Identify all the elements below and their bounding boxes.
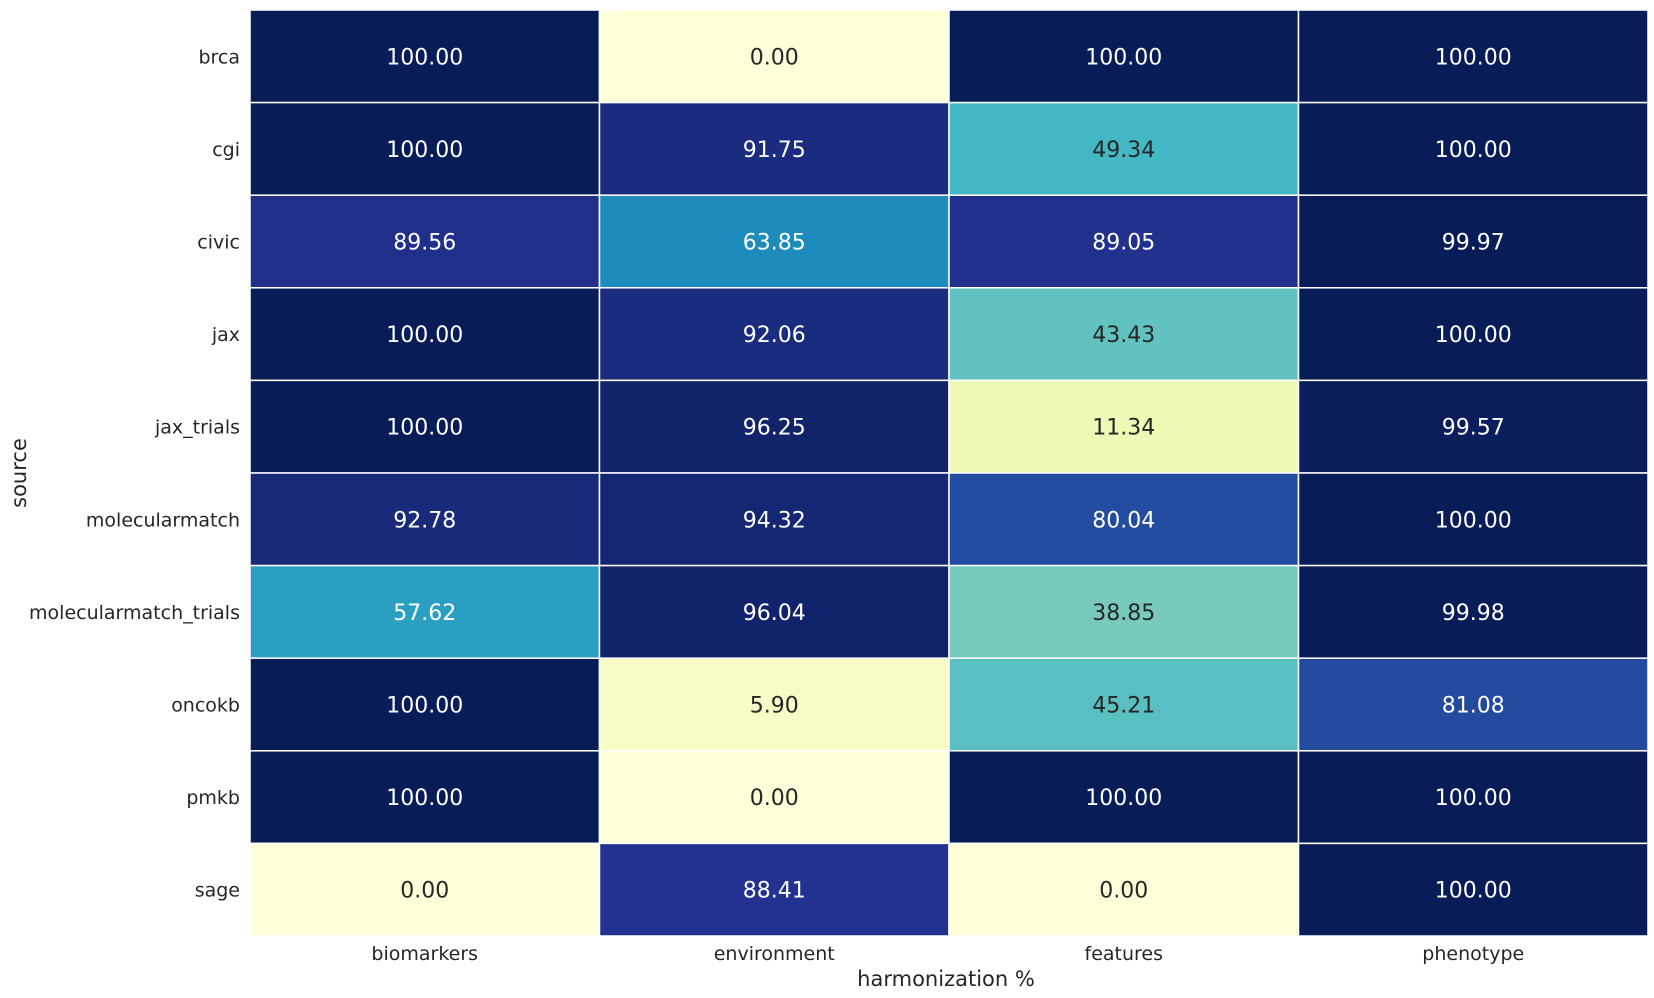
heatmap-cell-jax_trials-environment: [598, 379, 950, 474]
heatmap-cell-labels: 100.00 0.00 100.00 100.00 100.00 91.75 49.34 10…: [386, 45, 1511, 903]
cell-value-civic-phenotype: 99.97: [1442, 231, 1505, 256]
cell-value-sage-biomarkers: 0.00: [400, 879, 449, 904]
y-tick-jax_trials: jax_trials: [154, 417, 240, 439]
heatmap-cell-brca-environment: [598, 9, 950, 104]
y-tick-labels: brca cgi civic jax jax_trials molecularmatch m…: [29, 46, 240, 901]
y-tick-civic: civic: [197, 232, 240, 254]
cell-value-pmkb-phenotype: 100.00: [1435, 786, 1512, 811]
cell-value-sage-features: 0.00: [1099, 879, 1148, 904]
heatmap-cell-oncokb-biomarkers: [249, 657, 601, 752]
cell-value-cgi-features: 49.34: [1092, 138, 1155, 163]
heatmap-cell-jax_trials-features: [948, 379, 1300, 474]
cell-value-pmkb-features: 100.00: [1085, 786, 1162, 811]
cell-value-brca-environment: 0.00: [750, 45, 799, 70]
cell-value-jax_trials-phenotype: 99.57: [1442, 416, 1505, 441]
cell-value-brca-features: 100.00: [1085, 45, 1162, 70]
heatmap-cell-oncokb-features: [948, 657, 1300, 752]
heatmap-cell-brca-phenotype: [1297, 9, 1649, 104]
heatmap-cell-pmkb-features: [948, 750, 1300, 845]
y-tick-jax: jax: [211, 324, 240, 346]
cell-value-molecularmatch-phenotype: 100.00: [1435, 508, 1512, 533]
heatmap-cell-jax_trials-phenotype: [1297, 379, 1649, 474]
cell-value-molecularmatch_trials-environment: 96.04: [743, 601, 806, 626]
cell-value-civic-features: 89.05: [1092, 231, 1155, 256]
heatmap-cell-brca-biomarkers: [249, 9, 601, 104]
cell-value-molecularmatch-environment: 94.32: [743, 508, 806, 533]
y-axis-label: source: [7, 438, 31, 508]
cell-value-molecularmatch-biomarkers: 92.78: [393, 508, 456, 533]
cell-value-jax-biomarkers: 100.00: [386, 323, 463, 348]
y-tick-pmkb: pmkb: [186, 787, 240, 809]
cell-value-oncokb-environment: 5.90: [750, 694, 799, 719]
heatmap-cell-civic-environment: [598, 194, 950, 289]
heatmap-cell-brca-features: [948, 9, 1300, 104]
heatmap-cell-sage-environment: [598, 842, 950, 937]
x-tick-biomarkers: biomarkers: [371, 943, 478, 965]
heatmap-cell-molecularmatch-biomarkers: [249, 472, 601, 567]
x-tick-phenotype: phenotype: [1422, 943, 1524, 965]
cell-value-molecularmatch-features: 80.04: [1092, 508, 1155, 533]
cell-value-pmkb-biomarkers: 100.00: [386, 786, 463, 811]
cell-value-sage-phenotype: 100.00: [1435, 879, 1512, 904]
cell-value-jax_trials-biomarkers: 100.00: [386, 416, 463, 441]
cell-value-brca-phenotype: 100.00: [1435, 45, 1512, 70]
heatmap-cell-molecularmatch_trials-features: [948, 564, 1300, 659]
y-tick-sage: sage: [195, 880, 240, 902]
x-tick-features: features: [1085, 943, 1164, 965]
heatmap-cell-jax_trials-biomarkers: [249, 379, 601, 474]
cell-value-pmkb-environment: 0.00: [750, 786, 799, 811]
heatmap-cell-molecularmatch-features: [948, 472, 1300, 567]
heatmap-cell-molecularmatch_trials-phenotype: [1297, 564, 1649, 659]
cell-value-cgi-phenotype: 100.00: [1435, 138, 1512, 163]
heatmap-cell-sage-biomarkers: [249, 842, 601, 937]
x-tick-environment: environment: [714, 943, 835, 965]
cell-value-jax_trials-features: 11.34: [1092, 416, 1155, 441]
heatmap-cells: [249, 9, 1649, 937]
heatmap-cell-jax-biomarkers: [249, 287, 601, 382]
heatmap-cell-jax-features: [948, 287, 1300, 382]
heatmap-cell-cgi-environment: [598, 101, 950, 196]
heatmap-cell-molecularmatch-environment: [598, 472, 950, 567]
cell-value-jax-phenotype: 100.00: [1435, 323, 1512, 348]
cell-value-oncokb-biomarkers: 100.00: [386, 694, 463, 719]
cell-value-jax-environment: 92.06: [743, 323, 806, 348]
x-axis-label: harmonization %: [857, 967, 1035, 991]
heatmap-cell-sage-phenotype: [1297, 842, 1649, 937]
cell-value-molecularmatch_trials-features: 38.85: [1092, 601, 1155, 626]
heatmap-cell-jax-environment: [598, 287, 950, 382]
heatmap-cell-molecularmatch_trials-biomarkers: [249, 564, 601, 659]
cell-value-cgi-environment: 91.75: [743, 138, 806, 163]
cell-value-sage-environment: 88.41: [743, 879, 806, 904]
y-tick-molecularmatch_trials: molecularmatch_trials: [29, 602, 240, 624]
cell-value-jax-features: 43.43: [1092, 323, 1155, 348]
cell-value-molecularmatch_trials-phenotype: 99.98: [1442, 601, 1505, 626]
y-tick-brca: brca: [198, 46, 240, 68]
heatmap-cell-molecularmatch-phenotype: [1297, 472, 1649, 567]
heatmap-cell-pmkb-phenotype: [1297, 750, 1649, 845]
heatmap-cell-jax-phenotype: [1297, 287, 1649, 382]
x-tick-labels: biomarkers environment features phenotype: [371, 943, 1524, 965]
y-tick-molecularmatch: molecularmatch: [86, 509, 240, 531]
heatmap-cell-civic-phenotype: [1297, 194, 1649, 289]
heatmap-cell-sage-features: [948, 842, 1300, 937]
cell-value-cgi-biomarkers: 100.00: [386, 138, 463, 163]
cell-value-civic-biomarkers: 89.56: [393, 231, 456, 256]
cell-value-jax_trials-environment: 96.25: [743, 416, 806, 441]
heatmap-cell-cgi-biomarkers: [249, 101, 601, 196]
cell-value-civic-environment: 63.85: [743, 231, 806, 256]
cell-value-molecularmatch_trials-biomarkers: 57.62: [393, 601, 456, 626]
y-tick-oncokb: oncokb: [171, 695, 240, 717]
y-tick-cgi: cgi: [212, 139, 240, 161]
cell-value-oncokb-features: 45.21: [1092, 694, 1155, 719]
cell-value-brca-biomarkers: 100.00: [386, 45, 463, 70]
cell-value-oncokb-phenotype: 81.08: [1442, 694, 1505, 719]
heatmap-cell-cgi-phenotype: [1297, 101, 1649, 196]
